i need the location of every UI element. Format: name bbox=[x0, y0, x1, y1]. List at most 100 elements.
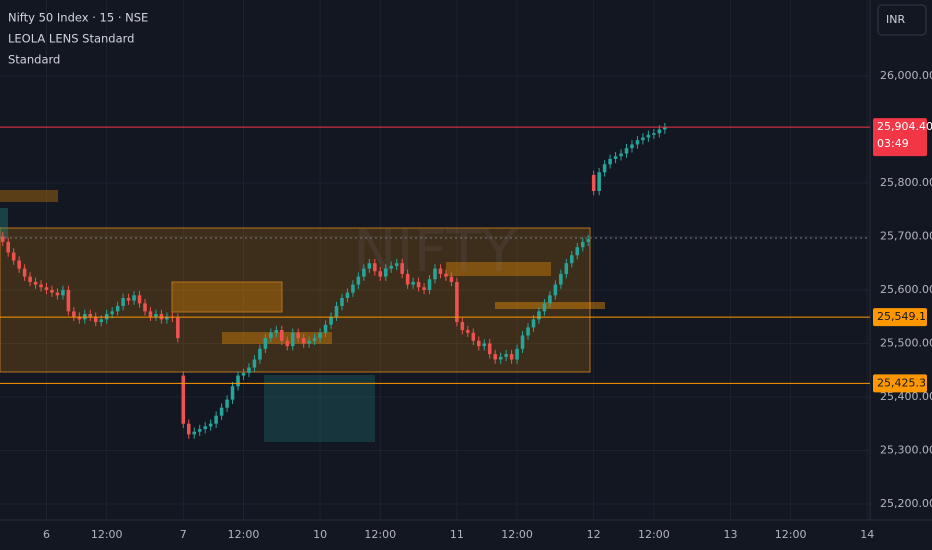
y-tick-label: 25,200.00 bbox=[880, 497, 932, 510]
candle-body bbox=[586, 239, 590, 242]
y-tick-label: 25,300.00 bbox=[880, 443, 932, 456]
price-tag bbox=[873, 374, 927, 393]
candle-body bbox=[422, 287, 426, 290]
candle-body bbox=[17, 260, 21, 269]
candle-body bbox=[39, 284, 43, 288]
countdown: 03:49 bbox=[877, 137, 909, 150]
zones bbox=[0, 190, 870, 442]
candle-body bbox=[613, 156, 618, 159]
candle-body bbox=[197, 429, 202, 432]
candle-body bbox=[186, 423, 191, 435]
candle-body bbox=[630, 144, 634, 149]
x-tick-label: 12:00 bbox=[364, 528, 396, 541]
grid bbox=[0, 0, 870, 520]
candle-body bbox=[591, 174, 596, 191]
candle-body bbox=[476, 340, 481, 347]
price-tag bbox=[873, 118, 927, 157]
candle-body bbox=[44, 287, 49, 290]
candle-body bbox=[482, 343, 487, 347]
mode: Standard bbox=[8, 53, 60, 67]
candle-body bbox=[296, 332, 300, 339]
x-tick-label: 12:00 bbox=[501, 528, 533, 541]
candle-body bbox=[50, 289, 54, 293]
candle-body bbox=[236, 375, 240, 387]
x-tick-label: 12:00 bbox=[91, 528, 123, 541]
candle-body bbox=[22, 268, 27, 277]
zone bbox=[446, 262, 551, 276]
candle-body bbox=[537, 311, 541, 320]
candle-body bbox=[329, 316, 333, 325]
candle-body bbox=[602, 164, 607, 173]
x-tick-label: 11 bbox=[450, 528, 464, 541]
candle-body bbox=[285, 340, 290, 347]
zone bbox=[0, 227, 591, 373]
candle-body bbox=[449, 276, 454, 282]
price-tag bbox=[873, 308, 927, 327]
candle-body bbox=[438, 268, 443, 274]
candle-body bbox=[526, 327, 530, 336]
candle-body bbox=[55, 292, 60, 296]
candle-body bbox=[405, 273, 410, 285]
candle-body bbox=[373, 263, 377, 272]
currency-button[interactable] bbox=[877, 4, 927, 36]
candle-body bbox=[110, 311, 114, 315]
candle-body bbox=[115, 306, 120, 312]
candle-body bbox=[597, 172, 601, 191]
candle-body bbox=[258, 348, 262, 360]
candle-body bbox=[6, 241, 10, 253]
candle-body bbox=[657, 129, 662, 134]
candle-body bbox=[498, 356, 503, 360]
y-tick-label: 25,600.00 bbox=[880, 283, 932, 296]
candle-body bbox=[383, 268, 388, 277]
candle-body bbox=[241, 372, 246, 376]
candle-body bbox=[99, 319, 104, 323]
price-tag-label: 25,425.35 bbox=[877, 376, 932, 389]
candle-body bbox=[570, 255, 574, 264]
x-tick-label: 6 bbox=[43, 528, 50, 541]
x-tick-label: 12:00 bbox=[638, 528, 670, 541]
candle-body bbox=[559, 273, 563, 285]
zone bbox=[0, 190, 58, 202]
candle-body bbox=[487, 343, 492, 355]
candle-body bbox=[646, 134, 651, 138]
currency[interactable]: INR bbox=[886, 13, 905, 26]
candle-body bbox=[466, 330, 470, 333]
candle-body bbox=[208, 423, 213, 427]
candle-body bbox=[460, 322, 465, 331]
indicator: LEOLA LENS Standard bbox=[8, 32, 134, 46]
y-tick-label: 25,700.00 bbox=[880, 229, 932, 242]
candle-body bbox=[619, 153, 623, 157]
x-tick-label: 14 bbox=[860, 528, 874, 541]
x-tick-label: 12:00 bbox=[775, 528, 807, 541]
candle-body bbox=[225, 399, 229, 408]
x-tick-label: 10 bbox=[313, 528, 327, 541]
candle-body bbox=[11, 252, 16, 261]
candle-body bbox=[323, 324, 328, 333]
candle-body bbox=[61, 289, 65, 296]
candle-body bbox=[290, 332, 295, 347]
candle-body bbox=[340, 297, 344, 307]
candle-body bbox=[641, 137, 645, 141]
candle-body bbox=[389, 265, 394, 269]
candle-body bbox=[378, 271, 383, 277]
candle-body bbox=[663, 127, 667, 130]
candle-body bbox=[345, 292, 350, 298]
candle-body bbox=[433, 268, 437, 280]
candle-body bbox=[394, 263, 399, 266]
y-tick-label: 25,500.00 bbox=[880, 336, 932, 349]
candle-body bbox=[121, 297, 125, 307]
candle-body bbox=[351, 284, 355, 293]
candle-body bbox=[515, 348, 519, 360]
candle-body bbox=[367, 263, 372, 269]
candle-body bbox=[93, 316, 98, 323]
candle-body bbox=[263, 338, 268, 349]
candle-body bbox=[88, 314, 93, 317]
candle-body bbox=[548, 295, 552, 304]
candle-body bbox=[192, 431, 197, 435]
candle-body bbox=[455, 281, 459, 323]
candle-body bbox=[504, 354, 508, 357]
x-tick-label: 13 bbox=[723, 528, 737, 541]
zone bbox=[222, 332, 332, 344]
candle-body bbox=[493, 354, 497, 360]
candle-body bbox=[28, 276, 32, 282]
